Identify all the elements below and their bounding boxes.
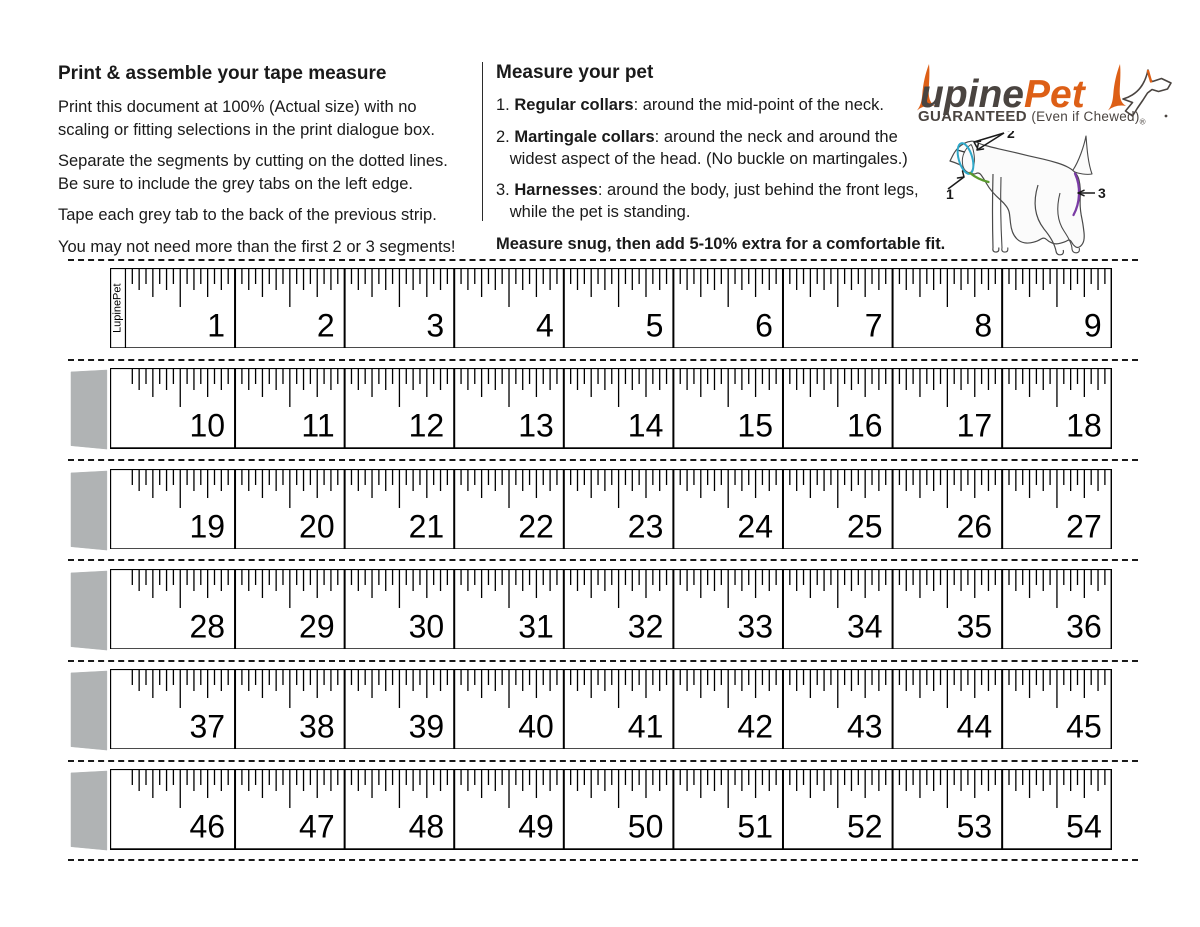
svg-text:48: 48 <box>409 809 445 845</box>
svg-text:7: 7 <box>865 307 883 343</box>
svg-text:52: 52 <box>847 809 883 845</box>
svg-text:36: 36 <box>1066 608 1102 644</box>
svg-text:50: 50 <box>628 809 664 845</box>
svg-text:10: 10 <box>189 408 225 444</box>
svg-text:39: 39 <box>409 708 445 744</box>
svg-text:9: 9 <box>1084 307 1102 343</box>
svg-text:34: 34 <box>847 608 883 644</box>
svg-text:54: 54 <box>1066 809 1102 845</box>
svg-text:12: 12 <box>409 408 445 444</box>
svg-text:19: 19 <box>189 508 225 544</box>
svg-text:26: 26 <box>957 508 993 544</box>
svg-text:25: 25 <box>847 508 883 544</box>
svg-text:46: 46 <box>189 809 225 845</box>
svg-text:20: 20 <box>299 508 335 544</box>
svg-text:42: 42 <box>737 708 773 744</box>
svg-text:44: 44 <box>957 708 993 744</box>
svg-text:51: 51 <box>737 809 773 845</box>
svg-text:5: 5 <box>646 307 664 343</box>
svg-text:35: 35 <box>957 608 993 644</box>
svg-text:2: 2 <box>1007 131 1015 141</box>
svg-text:33: 33 <box>737 608 773 644</box>
svg-text:2: 2 <box>317 307 335 343</box>
svg-text:31: 31 <box>518 608 554 644</box>
svg-text:14: 14 <box>628 408 664 444</box>
svg-text:17: 17 <box>957 408 993 444</box>
svg-text:32: 32 <box>628 608 664 644</box>
svg-text:1: 1 <box>207 307 225 343</box>
svg-text:3: 3 <box>426 307 444 343</box>
svg-text:4: 4 <box>536 307 554 343</box>
svg-text:21: 21 <box>409 508 445 544</box>
svg-text:1: 1 <box>946 186 954 202</box>
svg-text:15: 15 <box>737 408 773 444</box>
svg-text:16: 16 <box>847 408 883 444</box>
svg-text:43: 43 <box>847 708 883 744</box>
svg-text:53: 53 <box>957 809 993 845</box>
svg-text:8: 8 <box>974 307 992 343</box>
svg-text:23: 23 <box>628 508 664 544</box>
svg-text:11: 11 <box>301 408 334 444</box>
svg-text:27: 27 <box>1066 508 1102 544</box>
svg-text:18: 18 <box>1066 408 1102 444</box>
svg-text:47: 47 <box>299 809 335 845</box>
svg-text:LupinePet: LupinePet <box>112 283 124 332</box>
svg-text:37: 37 <box>189 708 225 744</box>
svg-text:40: 40 <box>518 708 554 744</box>
svg-text:6: 6 <box>755 307 773 343</box>
svg-text:29: 29 <box>299 608 335 644</box>
svg-text:28: 28 <box>189 608 225 644</box>
svg-text:3: 3 <box>1098 185 1106 201</box>
svg-text:22: 22 <box>518 508 554 544</box>
svg-text:38: 38 <box>299 708 335 744</box>
svg-text:41: 41 <box>628 708 664 744</box>
svg-text:13: 13 <box>518 408 554 444</box>
svg-text:24: 24 <box>737 508 773 544</box>
svg-text:30: 30 <box>409 608 445 644</box>
svg-text:49: 49 <box>518 809 554 845</box>
svg-text:45: 45 <box>1066 708 1102 744</box>
